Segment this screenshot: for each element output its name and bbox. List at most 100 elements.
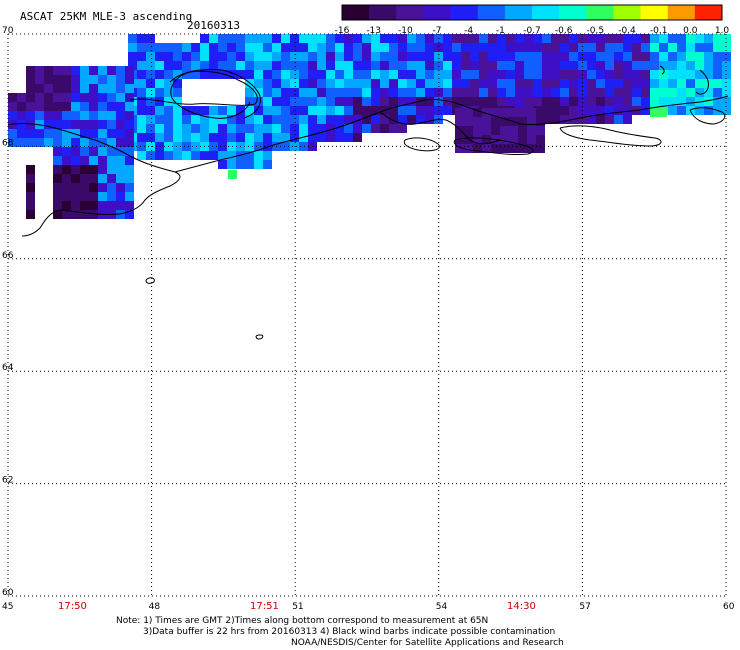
colorbar-swatch xyxy=(640,5,669,20)
data-cell xyxy=(623,79,632,88)
data-cell xyxy=(686,52,695,61)
data-cell xyxy=(704,106,713,115)
data-cell xyxy=(290,61,299,70)
data-cell xyxy=(107,165,116,174)
data-cell xyxy=(398,97,407,106)
data-cell xyxy=(245,97,254,106)
data-cell xyxy=(98,111,107,120)
data-cell xyxy=(80,174,89,183)
data-cell xyxy=(551,70,560,79)
data-cell xyxy=(209,124,218,133)
data-cell xyxy=(146,79,155,88)
data-cell xyxy=(479,34,488,43)
data-cell xyxy=(479,79,488,88)
data-cell xyxy=(515,34,524,43)
data-cell xyxy=(389,43,398,52)
data-cell xyxy=(80,66,89,75)
data-cell xyxy=(80,93,89,102)
data-cell xyxy=(299,34,308,43)
data-cell xyxy=(443,79,452,88)
data-cell xyxy=(398,115,407,124)
data-cell xyxy=(515,52,524,61)
data-cell xyxy=(107,120,116,129)
data-cell xyxy=(263,151,272,160)
data-cell xyxy=(455,117,464,126)
data-cell xyxy=(290,142,299,151)
data-cell xyxy=(128,34,137,43)
data-cell xyxy=(500,135,509,144)
data-cell xyxy=(80,201,89,210)
data-cell xyxy=(614,115,623,124)
data-cell xyxy=(44,75,53,84)
data-cell xyxy=(200,133,209,142)
data-cell xyxy=(299,43,308,52)
data-cell xyxy=(650,88,659,97)
data-cell xyxy=(218,151,227,160)
data-cell xyxy=(326,34,335,43)
data-cell xyxy=(506,88,515,97)
data-cell xyxy=(182,43,191,52)
data-cell xyxy=(704,34,713,43)
data-cell xyxy=(125,75,134,84)
data-cell xyxy=(344,133,353,142)
data-cell xyxy=(89,93,98,102)
data-cell xyxy=(281,133,290,142)
data-cell xyxy=(53,201,62,210)
data-cell xyxy=(62,165,71,174)
data-cell xyxy=(500,144,509,153)
data-cell xyxy=(26,165,35,174)
data-cell xyxy=(389,70,398,79)
pass-time-labels: 17:50 17:51 14:30 xyxy=(58,601,536,612)
data-cell xyxy=(380,34,389,43)
data-cell xyxy=(491,126,500,135)
data-cell xyxy=(686,88,695,97)
data-cell xyxy=(116,120,125,129)
data-cell xyxy=(569,106,578,115)
data-cell xyxy=(722,97,731,106)
data-cell xyxy=(200,61,209,70)
data-cell xyxy=(200,115,209,124)
data-cell xyxy=(128,43,137,52)
data-cell xyxy=(482,117,491,126)
data-cell xyxy=(71,165,80,174)
data-cell xyxy=(497,52,506,61)
data-cell xyxy=(218,34,227,43)
data-cell xyxy=(107,66,116,75)
data-cell xyxy=(191,115,200,124)
data-cell xyxy=(155,97,164,106)
data-cell xyxy=(98,192,107,201)
data-cell xyxy=(614,70,623,79)
data-cell xyxy=(191,142,200,151)
data-cell xyxy=(62,93,71,102)
data-cell xyxy=(281,34,290,43)
data-cell xyxy=(650,97,659,106)
data-cell xyxy=(71,201,80,210)
data-cell xyxy=(71,102,80,111)
data-cell xyxy=(605,61,614,70)
data-cell xyxy=(53,192,62,201)
data-cell xyxy=(89,156,98,165)
data-cell xyxy=(344,115,353,124)
data-cell xyxy=(326,115,335,124)
data-cell xyxy=(236,124,245,133)
data-cell xyxy=(164,52,173,61)
data-cell xyxy=(8,102,17,111)
data-cell xyxy=(464,144,473,153)
data-cell xyxy=(587,34,596,43)
data-cell xyxy=(53,156,62,165)
data-cell xyxy=(686,79,695,88)
data-cell xyxy=(479,52,488,61)
data-cell xyxy=(407,106,416,115)
data-cell xyxy=(236,34,245,43)
data-cell xyxy=(641,52,650,61)
data-cell xyxy=(425,97,434,106)
data-cell xyxy=(632,34,641,43)
data-cell xyxy=(695,79,704,88)
data-cell xyxy=(596,115,605,124)
data-cell xyxy=(488,97,497,106)
data-cell xyxy=(686,34,695,43)
data-cell xyxy=(353,88,362,97)
colorbar-swatch xyxy=(613,5,642,20)
data-cell xyxy=(53,147,62,156)
data-cell xyxy=(146,88,155,97)
